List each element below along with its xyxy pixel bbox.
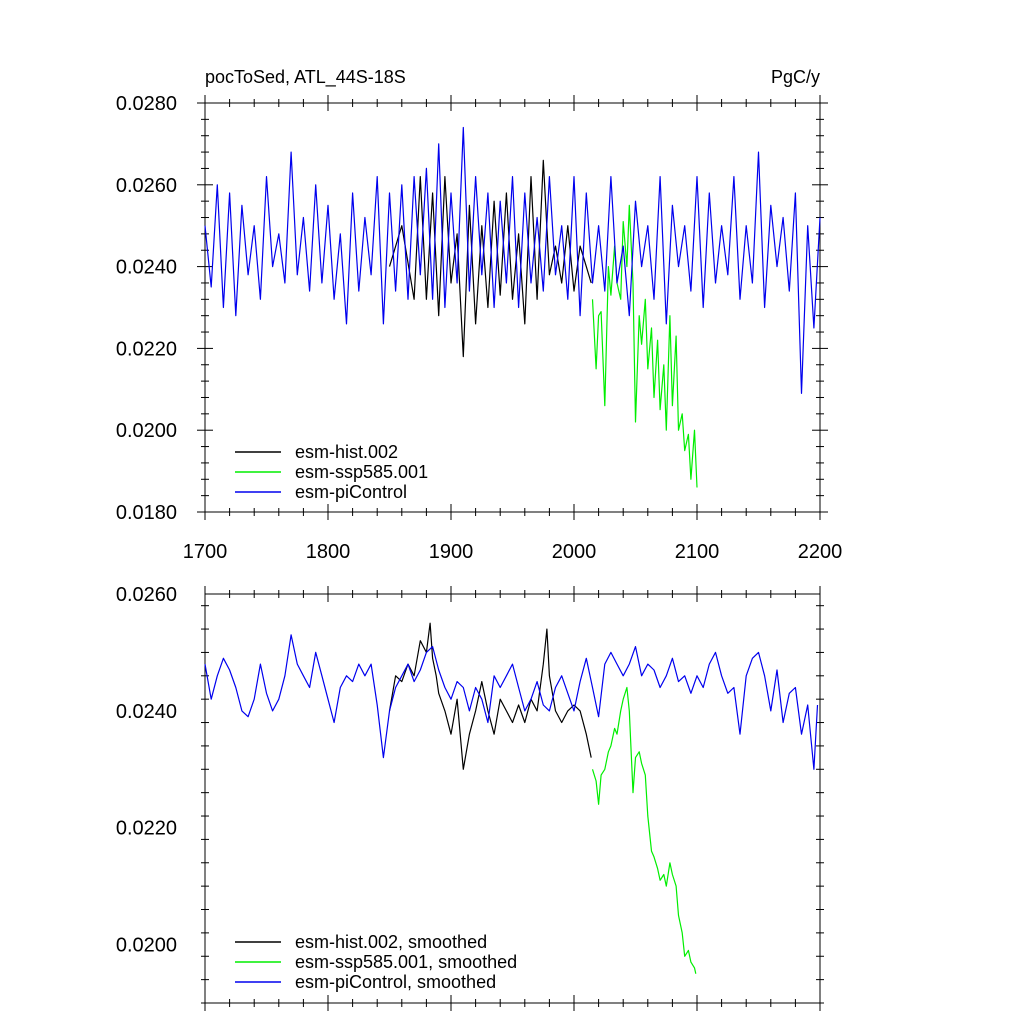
series-line-2: [591, 686, 697, 974]
series-line-2: [591, 204, 698, 488]
y-tick-label: 0.0220: [116, 818, 177, 840]
x-tick-label: 1900: [429, 541, 474, 563]
plot-frame: [204, 102, 821, 513]
legend-label: esm-ssp585.001: [295, 462, 428, 482]
legend-label: esm-hist.002, smoothed: [295, 932, 487, 952]
legend-label: esm-hist.002: [295, 442, 398, 462]
y-tick-label: 0.0200: [116, 420, 177, 442]
x-tick-label: 2000: [552, 541, 597, 563]
bottom-panel: 0.0200 0.0220 0.0240 0.0260 esm-hist.002, sm…: [116, 584, 824, 1011]
x-tick-label: 1800: [306, 541, 351, 563]
series-line-3: [204, 126, 821, 394]
x-tick-label: 1700: [183, 541, 228, 563]
y-tick-label: 0.0200: [116, 935, 177, 957]
x-tick-label: 2200: [798, 541, 843, 563]
y-tick-label: 0.0240: [116, 257, 177, 279]
units-label: PgC/y: [771, 67, 820, 87]
y-tick-label: 0.0240: [116, 701, 177, 723]
legend-label: esm-ssp585.001, smoothed: [295, 952, 517, 972]
y-tick-label: 0.0260: [116, 175, 177, 197]
plot-frame: [204, 593, 821, 1004]
y-tick-label: 0.0260: [116, 584, 177, 606]
series-line-1: [388, 622, 592, 770]
chart-title: pocToSed, ATL_44S-18S: [205, 67, 406, 88]
y-tick-label: 0.0180: [116, 502, 177, 524]
legend-label: esm-piControl: [295, 482, 407, 502]
y-tick-label: 0.0220: [116, 338, 177, 360]
legend-label: esm-piControl, smoothed: [295, 972, 496, 992]
y-tick-label: 0.0280: [116, 93, 177, 115]
x-tick-label: 2100: [675, 541, 720, 563]
series-line-3: [204, 634, 819, 770]
top-panel: 1700 1800 1900 2000 2100 2200 0.0180 0.0200 0.02…: [116, 67, 842, 563]
